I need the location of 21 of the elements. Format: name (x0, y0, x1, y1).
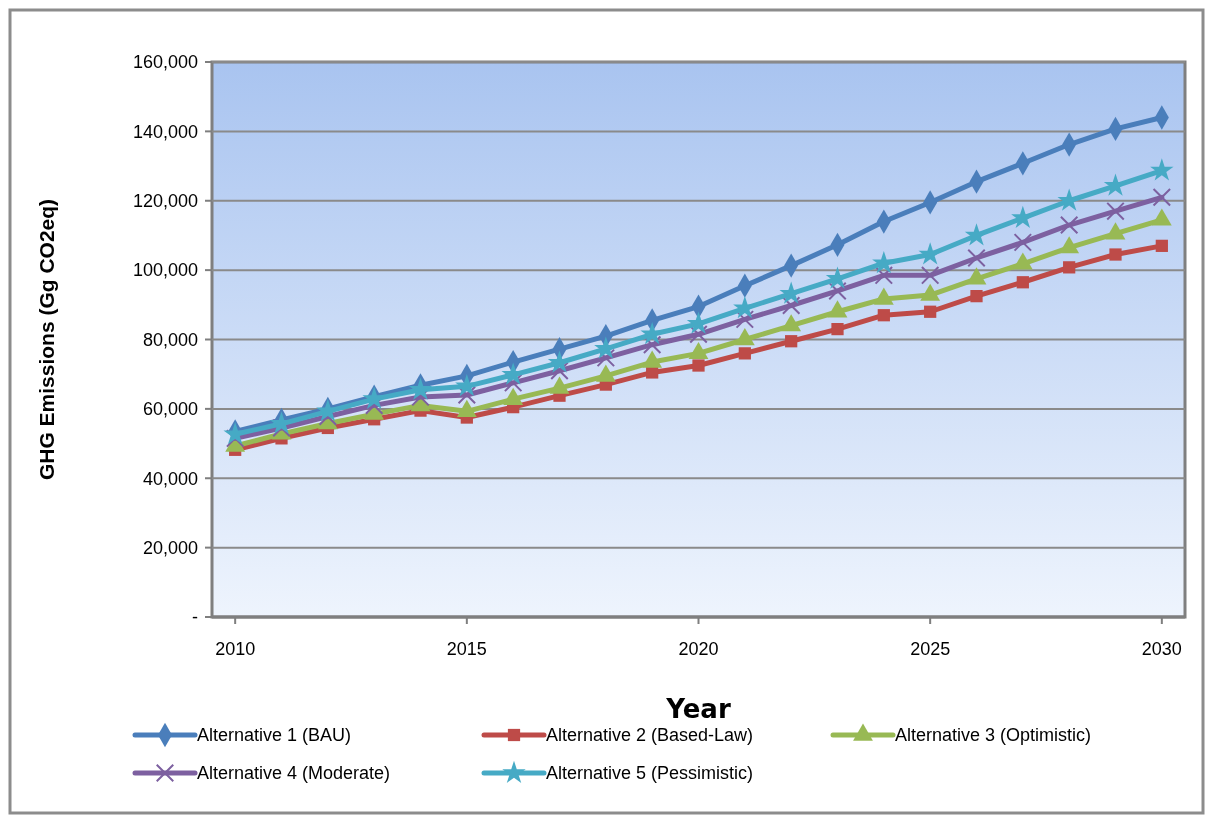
legend-label: Alternative 4 (Moderate) (197, 763, 391, 784)
legend-label: Alternative 2 (Based-Law) (546, 725, 754, 746)
x-tick-label: 2020 (678, 639, 719, 659)
y-tick-label: 60,000 (142, 399, 198, 420)
legend-label: Alternative 1 (BAU) (197, 725, 352, 746)
legend-label: Alternative 5 (Pessimistic) (546, 763, 754, 784)
y-tick-label: 40,000 (142, 468, 198, 489)
y-axis-title: GHG Emissions (Gg CO2eq) (35, 198, 58, 481)
y-tick-label: 80,000 (142, 329, 198, 350)
x-tick-label: 2010 (215, 639, 256, 659)
y-tick-label: 160,000 (132, 52, 198, 73)
y-tick-label: 100,000 (132, 260, 198, 281)
y-tick-label: - (192, 607, 198, 628)
legend-label: Alternative 3 (Optimistic) (895, 725, 1092, 746)
x-tick-label: 2030 (1141, 639, 1182, 659)
y-tick-label: 20,000 (142, 537, 198, 558)
x-tick-label: 2025 (910, 639, 951, 659)
x-axis-title: Year (665, 694, 731, 724)
y-tick-label: 140,000 (132, 121, 198, 142)
y-tick-label: 120,000 (132, 191, 198, 212)
x-tick-label: 2015 (446, 639, 487, 659)
